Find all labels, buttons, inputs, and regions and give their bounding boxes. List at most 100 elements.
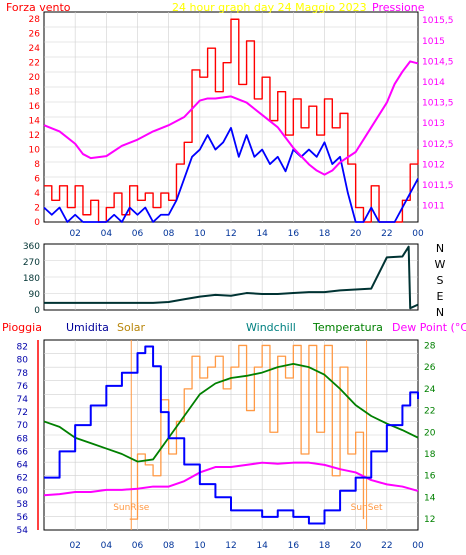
y2-tick-label: 1015,5 bbox=[422, 16, 454, 26]
x-tick-label: 14 bbox=[256, 229, 268, 239]
x-tick-label: 18 bbox=[319, 229, 331, 239]
x-tick-label: 18 bbox=[319, 541, 331, 551]
x-tick-label: 04 bbox=[101, 541, 113, 551]
y2-tick-label: 1011 bbox=[422, 202, 445, 212]
y-tick-label: 78 bbox=[17, 369, 29, 379]
x-tick-label: 16 bbox=[288, 229, 300, 239]
x-tick-label: 14 bbox=[256, 541, 268, 551]
wind-direction-line bbox=[44, 245, 419, 310]
y-tick-label: 90 bbox=[29, 290, 41, 300]
y-tick-label: 74 bbox=[17, 395, 29, 405]
y2-tick-label: 26 bbox=[424, 363, 436, 373]
y2-tick-label: 1011,5 bbox=[422, 181, 454, 191]
x-tick-label: 16 bbox=[288, 541, 300, 551]
y2-tick-label: 28 bbox=[424, 341, 436, 351]
wind-axis-label: Forza vento bbox=[6, 1, 71, 14]
wind-average-line bbox=[43, 126, 419, 223]
sunrise-label: SunRise bbox=[113, 503, 150, 513]
rain-header-label: Pioggia bbox=[2, 321, 42, 334]
y-tick-label: 60 bbox=[17, 487, 29, 497]
y-tick-label: 68 bbox=[17, 434, 29, 444]
compass-label: S bbox=[437, 274, 444, 287]
pressure-axis-label: Pressione bbox=[372, 1, 425, 14]
x-tick-label: 08 bbox=[163, 541, 175, 551]
y2-tick-label: 16 bbox=[424, 472, 436, 482]
x-tick-label: 06 bbox=[132, 541, 144, 551]
x-tick-label: 20 bbox=[350, 541, 362, 551]
y-tick-label: 360 bbox=[23, 242, 40, 252]
y2-tick-label: 1014,5 bbox=[422, 57, 454, 67]
y-tick-label: 72 bbox=[17, 408, 28, 418]
x-tick-label: 08 bbox=[163, 229, 175, 239]
y-tick-label: 66 bbox=[17, 447, 29, 457]
y-tick-label: 180 bbox=[23, 274, 40, 284]
solar-header-label: Solar bbox=[117, 321, 146, 334]
y2-tick-label: 1015 bbox=[422, 37, 445, 47]
y-tick-label: 14 bbox=[29, 117, 41, 127]
compass-label: E bbox=[437, 290, 444, 303]
y2-tick-label: 1012 bbox=[422, 160, 445, 170]
y2-tick-label: 20 bbox=[424, 428, 436, 438]
y2-tick-label: 1014 bbox=[422, 78, 445, 88]
y-tick-label: 10 bbox=[29, 146, 41, 156]
y-tick-label: 80 bbox=[17, 356, 29, 366]
x-tick-label: 22 bbox=[381, 541, 392, 551]
y-tick-label: 270 bbox=[23, 258, 40, 268]
x-tick-label: 00 bbox=[412, 229, 424, 239]
dewpoint-header-label: Dew Point (°C) bbox=[392, 321, 466, 334]
y-tick-label: 16 bbox=[29, 102, 41, 112]
y2-tick-label: 1012,5 bbox=[422, 140, 454, 150]
x-tick-label: 04 bbox=[101, 229, 113, 239]
y-tick-label: 18 bbox=[29, 88, 41, 98]
y-tick-label: 22 bbox=[29, 59, 40, 69]
windchill-header-label: Windchill bbox=[246, 321, 296, 334]
y-tick-label: 4 bbox=[34, 189, 40, 199]
x-tick-label: 20 bbox=[350, 229, 362, 239]
y-tick-label: 24 bbox=[29, 44, 41, 54]
compass-label: N bbox=[436, 306, 444, 319]
y-tick-label: 6 bbox=[34, 175, 40, 185]
y2-tick-label: 1013,5 bbox=[422, 99, 454, 109]
y2-tick-label: 18 bbox=[424, 450, 436, 460]
y-tick-label: 56 bbox=[17, 513, 29, 523]
sunset-label: SunSet bbox=[351, 503, 383, 513]
x-tick-label: 12 bbox=[225, 541, 236, 551]
y-tick-label: 58 bbox=[17, 500, 29, 510]
y-tick-label: 82 bbox=[17, 343, 28, 353]
chart-title: 24 hour graph day 24 Maggio 2023 bbox=[172, 1, 367, 14]
temperature-header-label: Temperatura bbox=[313, 321, 383, 334]
compass-label: W bbox=[435, 258, 446, 271]
y-tick-label: 0 bbox=[34, 218, 40, 228]
y-tick-label: 26 bbox=[29, 30, 41, 40]
y-tick-label: 64 bbox=[17, 460, 29, 470]
y2-tick-label: 24 bbox=[424, 385, 436, 395]
y-tick-label: 28 bbox=[29, 15, 41, 25]
dewpoint-line bbox=[43, 461, 419, 497]
y-tick-label: 8 bbox=[34, 160, 40, 170]
wind-gust-line bbox=[44, 18, 419, 223]
y2-tick-label: 12 bbox=[424, 515, 435, 525]
x-tick-label: 02 bbox=[69, 229, 80, 239]
humidity-line bbox=[44, 345, 419, 525]
x-tick-label: 00 bbox=[412, 541, 424, 551]
y-tick-label: 62 bbox=[17, 474, 28, 484]
x-tick-label: 22 bbox=[381, 229, 392, 239]
y-tick-label: 0 bbox=[34, 306, 40, 316]
y2-tick-label: 22 bbox=[424, 407, 435, 417]
y-tick-label: 70 bbox=[17, 421, 29, 431]
y-tick-label: 20 bbox=[29, 73, 41, 83]
x-tick-label: 02 bbox=[69, 541, 80, 551]
y2-tick-label: 14 bbox=[424, 493, 436, 503]
temperature-line bbox=[43, 362, 419, 463]
y-tick-label: 76 bbox=[17, 382, 29, 392]
humidity-header-label: Umidita bbox=[66, 321, 109, 334]
y2-tick-label: 1013 bbox=[422, 119, 445, 129]
compass-label: N bbox=[436, 242, 444, 255]
y-tick-label: 12 bbox=[29, 131, 40, 141]
y-tick-label: 54 bbox=[17, 526, 29, 536]
x-tick-label: 10 bbox=[194, 229, 206, 239]
x-tick-label: 12 bbox=[225, 229, 236, 239]
solar-line bbox=[129, 344, 365, 520]
